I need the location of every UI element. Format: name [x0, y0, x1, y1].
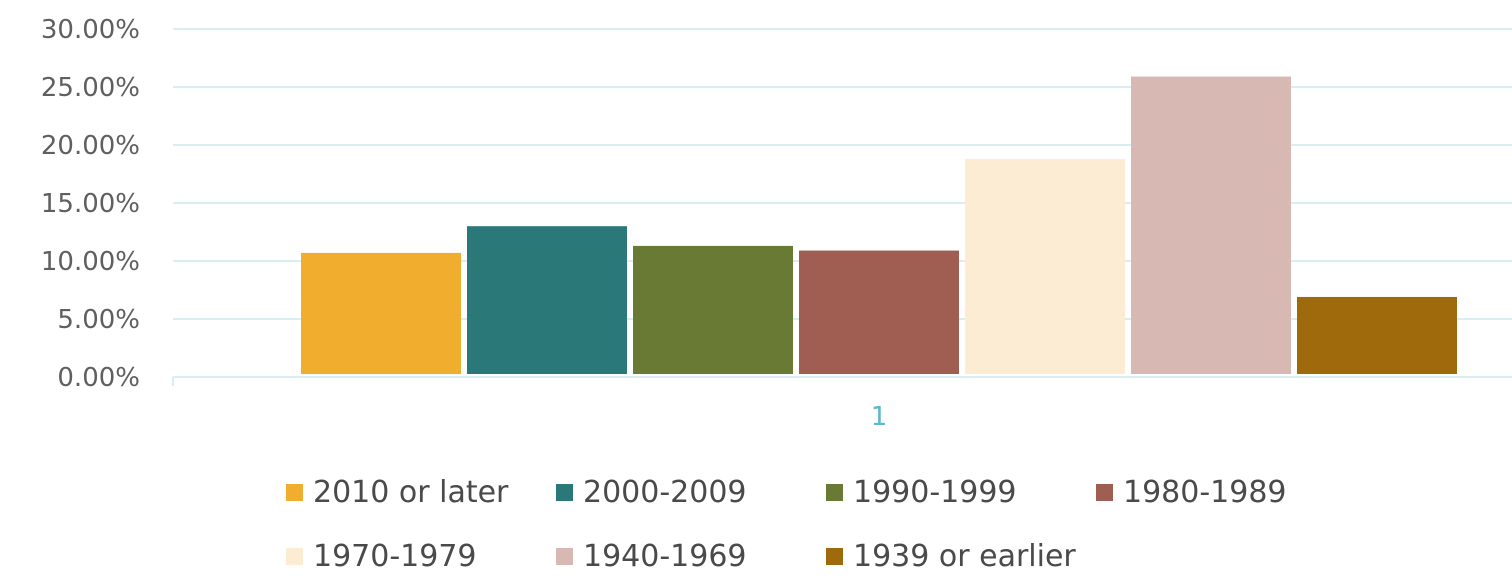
legend-label: 1939 or earlier [853, 538, 1076, 574]
legend-label: 1970-1979 [313, 538, 477, 574]
y-tick-label: 5.00% [57, 305, 140, 335]
legend-swatch [826, 547, 843, 565]
legend-swatch [1096, 483, 1113, 501]
legend-swatch [286, 547, 303, 565]
legend-item: 1990-1999 [826, 470, 1017, 514]
legend-label: 2010 or later [313, 474, 509, 510]
y-tick-label: 30.00% [41, 15, 140, 45]
legend-label: 1980-1989 [1123, 474, 1287, 510]
legend-item: 1940-1969 [556, 534, 747, 578]
bar-chart: 0.00% 5.00% 10.00% 15.00% 20.00% 25.00% 30.00%… [41, 15, 1512, 432]
bars [301, 76, 1457, 374]
y-tick-label: 0.00% [57, 363, 140, 393]
bar-2010-or-later [301, 252, 461, 374]
legend-label: 2000-2009 [583, 474, 747, 510]
legend-swatch [556, 547, 573, 565]
legend-swatch [556, 483, 573, 501]
bar-1990-1999 [633, 245, 793, 374]
bar-1939-or-earlier [1297, 296, 1457, 374]
legend-item: 2000-2009 [556, 470, 747, 514]
legend-item: 2010 or later [286, 470, 508, 514]
y-tick-label: 25.00% [41, 73, 140, 103]
legend-item: 1980-1989 [1096, 470, 1287, 514]
y-tick-label: 15.00% [41, 189, 140, 219]
legend-label: 1990-1999 [853, 474, 1017, 510]
legend-item: 1939 or earlier [826, 534, 1076, 578]
y-axis-tick-labels: 0.00% 5.00% 10.00% 15.00% 20.00% 25.00% 30.00% [41, 15, 140, 393]
legend-item: 1970-1979 [286, 534, 477, 578]
legend-label: 1940-1969 [583, 538, 747, 574]
bar-2000-2009 [467, 226, 627, 374]
bar-1970-1979 [965, 158, 1125, 374]
y-tick-label: 20.00% [41, 131, 140, 161]
legend-swatch [286, 483, 303, 501]
bar-1940-1969 [1131, 76, 1291, 374]
y-tick-label: 10.00% [41, 247, 140, 277]
x-axis-category-label: 1 [871, 402, 888, 432]
legend-swatch [826, 483, 843, 501]
bar-1980-1989 [799, 250, 959, 374]
